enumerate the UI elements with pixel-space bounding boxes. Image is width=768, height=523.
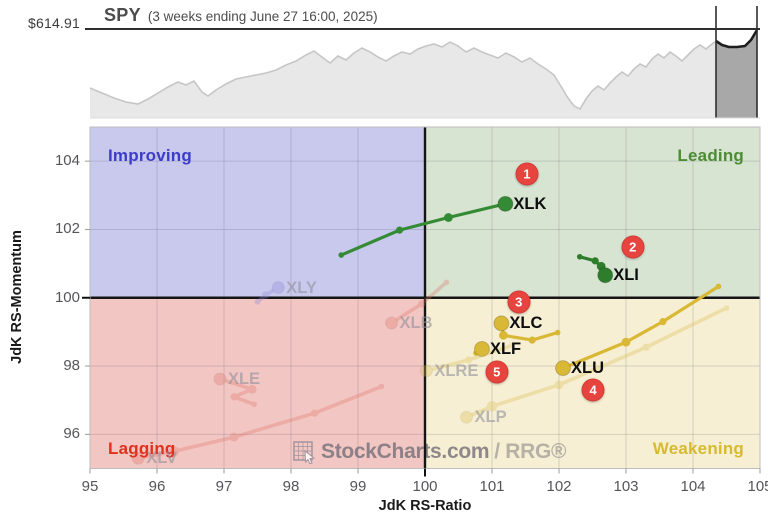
x-tick-100: 100 xyxy=(412,477,438,495)
trail-xly xyxy=(254,281,285,305)
quadrant-label-improving: Improving xyxy=(108,146,192,165)
x-tick-97: 97 xyxy=(215,477,233,495)
quadrant-lagging xyxy=(90,297,425,469)
watermark-suffix: / RRG® xyxy=(494,440,567,463)
xlf-head-marker[interactable] xyxy=(473,340,490,357)
xlb-head-marker[interactable] xyxy=(385,316,398,330)
chart-subtitle: (3 weeks ending June 27 16:00, 2025) xyxy=(147,9,378,24)
quadrant-label-weakening: Weakening xyxy=(652,438,744,458)
symbol-label: SPY xyxy=(104,5,141,25)
quadrant-leading xyxy=(425,127,760,298)
annotation-badge-3: 3 xyxy=(507,290,531,314)
xly-head-marker[interactable] xyxy=(271,281,285,295)
y-axis-title: JdK RS-Momentum xyxy=(9,230,25,364)
ticker-label-xlp[interactable]: XLP xyxy=(474,408,507,427)
xlp-head-marker[interactable] xyxy=(460,410,474,424)
trail-xlb xyxy=(385,279,450,330)
x-tick-105: 105 xyxy=(747,477,768,495)
x-axis-title: JdK RS-Ratio xyxy=(378,498,472,514)
y-tick-98: 98 xyxy=(63,357,80,375)
x-tick-104: 104 xyxy=(680,477,706,495)
trail-xli xyxy=(576,253,614,284)
trail-xlk xyxy=(338,195,514,258)
stockcharts-logo-icon xyxy=(293,440,316,464)
ticker-label-xlc[interactable]: XLC xyxy=(509,314,543,333)
x-tick-103: 103 xyxy=(613,477,639,495)
x-tick-99: 99 xyxy=(349,477,367,495)
ticker-label-xlv[interactable]: XLV xyxy=(146,449,178,468)
trail-xlu xyxy=(555,283,722,377)
annotation-badge-1: 1 xyxy=(515,162,539,186)
xlu-head-marker[interactable] xyxy=(555,360,572,377)
annotation-badge-2: 2 xyxy=(621,235,645,259)
x-tick-95: 95 xyxy=(81,477,99,495)
xle-head-marker[interactable] xyxy=(213,372,227,386)
chart-title: SPY (3 weeks ending June 27 16:00, 2025) xyxy=(104,5,378,26)
axis-tick-marks xyxy=(82,160,761,477)
x-tick-96: 96 xyxy=(148,477,166,495)
y-tick-104: 104 xyxy=(54,152,80,170)
ticker-label-xlb[interactable]: XLB xyxy=(399,314,433,333)
ticker-label-xlre[interactable]: XLRE xyxy=(434,361,479,380)
annotation-badge-4: 4 xyxy=(581,378,605,402)
xli-head-marker[interactable] xyxy=(597,267,614,284)
price-line xyxy=(89,40,717,111)
trail-xlp xyxy=(460,305,730,424)
quadrant-improving xyxy=(90,127,425,298)
highlight-window-line xyxy=(715,29,759,49)
xlv-head-marker[interactable] xyxy=(131,451,145,465)
spy-price-sparkline xyxy=(85,6,760,119)
stockcharts-watermark: StockCharts.com / RRG® xyxy=(293,440,567,464)
xlk-head-marker[interactable] xyxy=(497,195,514,212)
ticker-label-xlk[interactable]: XLK xyxy=(513,194,547,213)
x-tick-101: 101 xyxy=(479,477,505,495)
ticker-label-xli[interactable]: XLI xyxy=(613,266,639,285)
highlight-window-area xyxy=(716,30,757,118)
trail-xlre xyxy=(419,342,515,378)
ticker-label-xlf[interactable]: XLF xyxy=(489,339,522,358)
xlc-head-marker[interactable] xyxy=(493,315,510,332)
y-tick-96: 96 xyxy=(63,425,80,443)
annotation-badge-5: 5 xyxy=(485,360,509,383)
price-area xyxy=(90,41,716,118)
ticker-label-xlu[interactable]: XLU xyxy=(571,359,605,378)
ticker-label-xly[interactable]: XLY xyxy=(286,278,317,297)
quadrant-label-lagging: Lagging xyxy=(108,438,176,458)
x-tick-102: 102 xyxy=(546,477,572,495)
trail-xle xyxy=(213,372,257,408)
trail-xlf xyxy=(473,340,490,357)
quadrant-label-leading: Leading xyxy=(677,146,744,165)
y-tick-102: 102 xyxy=(54,220,80,238)
xlre-head-marker[interactable] xyxy=(419,364,433,378)
watermark-text: StockCharts.com xyxy=(321,440,490,463)
ticker-label-xle[interactable]: XLE xyxy=(227,370,261,389)
price-level-label: $614.91 xyxy=(27,15,80,31)
trail-xlc xyxy=(493,315,561,344)
trail-xlv xyxy=(131,383,385,465)
x-tick-98: 98 xyxy=(282,477,300,495)
y-tick-100: 100 xyxy=(54,288,80,306)
